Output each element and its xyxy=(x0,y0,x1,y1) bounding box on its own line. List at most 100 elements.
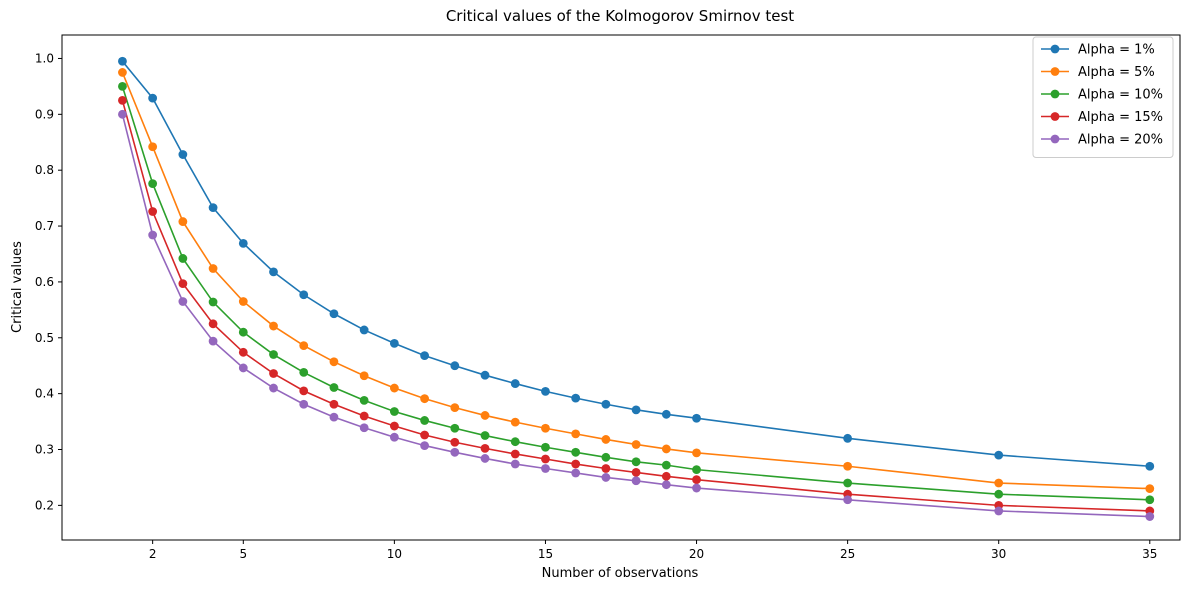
data-point xyxy=(450,361,460,371)
data-point xyxy=(269,369,278,378)
data-point xyxy=(148,93,158,103)
data-point xyxy=(178,150,188,159)
data-point xyxy=(510,417,520,427)
data-point xyxy=(510,449,520,459)
data-point xyxy=(1145,461,1155,471)
legend-item: Alpha = 1% xyxy=(1041,43,1155,58)
data-point xyxy=(269,383,278,393)
data-point xyxy=(1145,512,1155,521)
data-point xyxy=(571,468,581,478)
legend-marker xyxy=(1050,44,1060,54)
data-point xyxy=(843,433,853,443)
data-point xyxy=(631,468,641,477)
data-point xyxy=(118,95,127,105)
data-point xyxy=(631,440,641,449)
data-point xyxy=(359,411,369,421)
data-point xyxy=(420,430,429,440)
data-point xyxy=(450,437,460,447)
data-point xyxy=(541,423,550,433)
legend-label: Alpha = 1% xyxy=(1078,43,1155,58)
data-point xyxy=(601,399,611,409)
data-point xyxy=(571,447,581,457)
x-tick-label: 30 xyxy=(991,547,1006,561)
x-tick-label: 2 xyxy=(149,547,157,561)
data-point xyxy=(269,267,278,277)
y-tick-label: 0.8 xyxy=(35,163,54,177)
data-point xyxy=(661,444,671,454)
data-point xyxy=(238,327,248,337)
data-point xyxy=(420,394,429,404)
data-point xyxy=(359,423,369,433)
data-point xyxy=(601,473,611,482)
data-point xyxy=(510,379,520,388)
data-point xyxy=(541,442,550,452)
data-point xyxy=(389,338,399,348)
legend-marker xyxy=(1050,112,1060,121)
x-axis: 2 5 10 15 20 25 30 35 xyxy=(149,540,1157,561)
data-point xyxy=(329,309,339,319)
data-point xyxy=(178,254,188,263)
data-point xyxy=(420,441,429,450)
data-point xyxy=(238,347,248,357)
data-point xyxy=(692,413,701,423)
data-point xyxy=(480,411,490,420)
data-point xyxy=(692,475,701,485)
data-point xyxy=(571,429,581,439)
data-point xyxy=(178,217,188,226)
series-line xyxy=(121,86,1150,501)
data-point xyxy=(118,81,127,91)
data-point xyxy=(269,350,278,359)
series-3 xyxy=(118,81,1155,505)
data-point xyxy=(661,480,671,490)
data-point xyxy=(178,279,188,288)
data-point xyxy=(661,460,671,470)
data-point xyxy=(148,142,158,152)
data-point xyxy=(601,435,611,444)
series-line xyxy=(121,72,1150,490)
data-point xyxy=(480,370,490,380)
data-point xyxy=(238,363,248,373)
y-tick-label: 0.9 xyxy=(35,107,54,121)
data-point xyxy=(994,478,1004,488)
y-tick-label: 0.5 xyxy=(35,331,54,345)
data-point xyxy=(299,341,309,350)
legend-item: Alpha = 15% xyxy=(1041,110,1163,125)
x-tick-label: 25 xyxy=(840,547,855,561)
data-point xyxy=(420,351,429,361)
data-point xyxy=(843,495,853,505)
data-point xyxy=(329,412,339,422)
data-point xyxy=(994,450,1004,460)
data-point xyxy=(541,464,550,473)
data-point xyxy=(1145,484,1155,494)
data-point xyxy=(329,399,339,409)
data-point xyxy=(843,478,853,488)
x-tick-label: 15 xyxy=(538,547,553,561)
series-4 xyxy=(118,95,1155,516)
data-point xyxy=(692,465,701,475)
data-point xyxy=(631,457,641,467)
series-5 xyxy=(118,109,1155,521)
data-point xyxy=(450,423,460,433)
data-point xyxy=(450,447,460,457)
data-point xyxy=(389,383,399,393)
data-point xyxy=(329,383,339,392)
data-point xyxy=(299,399,309,409)
data-point xyxy=(299,368,309,377)
legend-item: Alpha = 5% xyxy=(1041,65,1155,80)
data-point xyxy=(480,431,490,440)
data-point xyxy=(420,416,429,425)
y-tick-label: 0.7 xyxy=(35,219,54,233)
x-tick-label: 35 xyxy=(1142,547,1157,561)
y-tick-label: 0.6 xyxy=(35,275,54,289)
data-point xyxy=(631,476,641,486)
series-layer xyxy=(118,56,1155,521)
series-2 xyxy=(118,68,1155,494)
data-point xyxy=(994,506,1004,516)
x-tick-label: 10 xyxy=(387,547,402,561)
data-point xyxy=(541,454,550,464)
legend-item: Alpha = 20% xyxy=(1041,133,1163,148)
data-point xyxy=(601,452,611,462)
legend-label: Alpha = 20% xyxy=(1078,133,1163,148)
